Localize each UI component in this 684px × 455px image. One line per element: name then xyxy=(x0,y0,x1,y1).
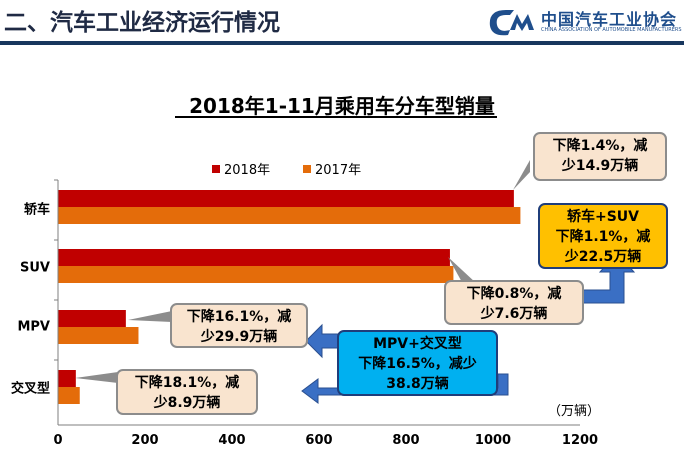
callout-sedan-line1: 下降1.4%，减 xyxy=(552,138,648,154)
callout-sedan-suv-line1: 轿车+SUV xyxy=(566,209,640,225)
legend-item-2018: 2018年 xyxy=(212,159,270,178)
bar-sedan-2018 xyxy=(58,190,514,207)
callout-mpv-pointer xyxy=(128,311,172,322)
page-title: 二、汽车工业经济运行情况 xyxy=(4,10,280,36)
x-tick-label: 800 xyxy=(392,433,420,448)
chart-title: 2018年1-11月乘用车分车型销量 xyxy=(189,94,495,118)
callout-suv-line1: 下降0.8%，减 xyxy=(466,286,562,302)
logo-name-cn: 中国汽车工业协会 xyxy=(541,10,678,29)
bar-suv-2017 xyxy=(58,266,454,283)
bar-cross-2018 xyxy=(58,370,76,387)
bar-cross-2017 xyxy=(58,387,80,404)
logo-mark-icon xyxy=(489,10,534,36)
callout-mpv: 下降16.1%，减 少29.9万辆 xyxy=(170,303,308,348)
category-label-suv: SUV xyxy=(20,260,50,276)
callout-mpv-line1: 下降16.1%，减 xyxy=(186,309,292,325)
bar-mpv-2017 xyxy=(58,327,139,344)
callout-mpv-cross-line2: 下降16.5%，减少 xyxy=(358,356,477,372)
callout-mpv-cross: MPV+交叉型 下降16.5%，减少 38.8万辆 xyxy=(337,330,498,396)
callout-sedan-suv-line2: 下降1.1%，减 xyxy=(555,229,651,245)
bar-sedan-2017 xyxy=(58,207,521,224)
callout-sedan-pointer xyxy=(513,160,530,190)
callout-cross: 下降18.1%，减 少8.9万辆 xyxy=(116,369,258,415)
category-label-sedan: 轿车 xyxy=(23,202,50,218)
callout-sedan-suv: 轿车+SUV 下降1.1%，减 少22.5万辆 xyxy=(538,203,668,269)
bar-suv-2018 xyxy=(58,249,450,266)
legend-label-2018: 2018年 xyxy=(224,163,271,178)
callout-mpv-line2: 少29.9万辆 xyxy=(200,329,278,345)
mpv-cross-arrow-icon xyxy=(305,323,339,359)
x-tick-label: 600 xyxy=(305,433,333,448)
category-label-cross: 交叉型 xyxy=(10,381,50,397)
x-tick-label: 1200 xyxy=(561,433,599,448)
legend-swatch-2017 xyxy=(303,165,311,173)
bar-mpv-2018 xyxy=(58,310,126,327)
callout-cross-line2: 少8.9万辆 xyxy=(153,395,221,411)
legend-item-2017: 2017年 xyxy=(303,159,361,178)
callout-sedan-suv-line3: 少22.5万辆 xyxy=(564,249,642,265)
x-tick-label: 1000 xyxy=(474,433,512,448)
x-tick-label: 0 xyxy=(53,433,63,448)
callout-mpv-cross-line3: 38.8万辆 xyxy=(386,376,449,392)
header-divider xyxy=(0,41,684,45)
category-label-mpv: MPV xyxy=(17,319,50,335)
legend-swatch-2018 xyxy=(212,165,220,173)
callout-sedan: 下降1.4%，减 少14.9万辆 xyxy=(533,132,667,181)
logo-name-en: CHINA ASSOCIATION OF AUTOMOBILE MANUFACT… xyxy=(541,27,682,33)
x-tick-label: 400 xyxy=(218,433,246,448)
callout-sedan-line2: 少14.9万辆 xyxy=(561,158,639,174)
callout-suv: 下降0.8%，减 少7.6万辆 xyxy=(444,280,584,325)
callout-cross-pointer xyxy=(75,372,118,383)
callout-cross-line1: 下降18.1%，减 xyxy=(134,375,240,391)
legend-label-2017: 2017年 xyxy=(315,163,362,178)
unit-label: （万辆） xyxy=(548,404,601,419)
callout-suv-line2: 少7.6万辆 xyxy=(480,306,548,322)
x-tick-label: 200 xyxy=(131,433,159,448)
chart-title-underline xyxy=(175,116,497,118)
callout-mpv-cross-line1: MPV+交叉型 xyxy=(373,336,462,352)
